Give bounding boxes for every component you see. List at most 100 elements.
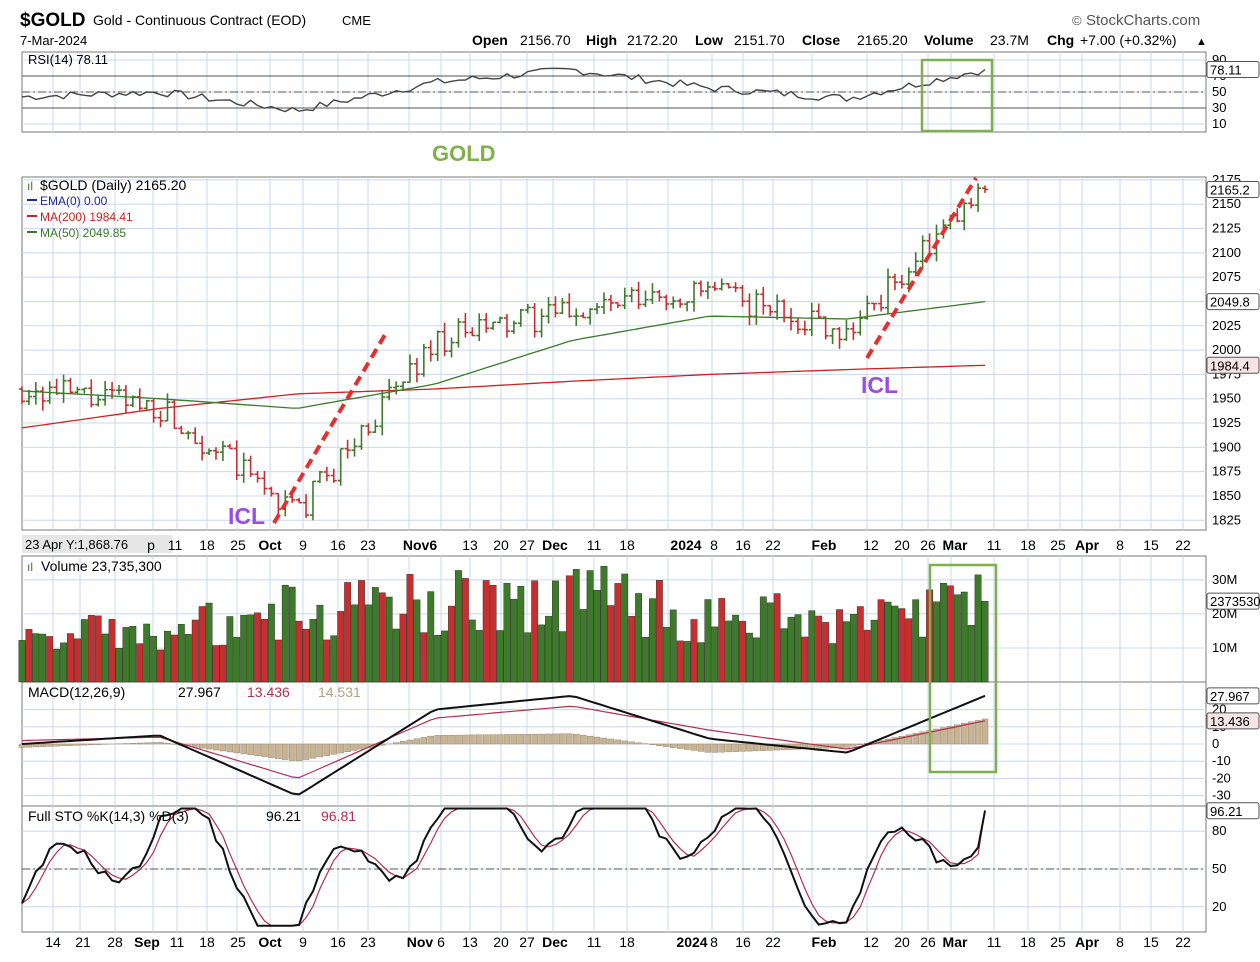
volume-bar (476, 630, 482, 682)
macd-histogram-bar (151, 743, 157, 744)
macd-histogram-bar (33, 744, 39, 747)
y-tick-label: 80 (1212, 823, 1226, 838)
y-tick-label: 2075 (1212, 269, 1241, 284)
date-tick: 26 (920, 537, 936, 553)
date-tick: 15 (1143, 934, 1159, 950)
date-tick: 20 (894, 537, 910, 553)
volume-bar (725, 621, 731, 682)
macd-histogram-bar (670, 744, 676, 748)
macd-histogram-bar (164, 743, 170, 744)
macd-histogram-bar (289, 744, 295, 761)
volume-bar (788, 617, 794, 682)
y-tick-label: 1950 (1212, 391, 1241, 406)
volume-bar (74, 639, 80, 682)
macd-histogram-bar (47, 744, 53, 746)
macd-histogram-bar (421, 737, 427, 744)
volume-bar (123, 627, 129, 682)
macd-histogram-bar (615, 740, 621, 744)
macd-histogram-bar (663, 744, 669, 747)
macd-histogram-bar (248, 744, 254, 755)
date-tick: 21 (75, 934, 91, 950)
volume-bar (47, 636, 53, 682)
volume-bar (365, 605, 371, 682)
date-tick: 20 (493, 934, 509, 950)
date-tick: 12 (863, 537, 879, 553)
date-tick: 23 (360, 537, 376, 553)
date-tick: 12 (863, 934, 879, 950)
date-tick: 11 (587, 537, 602, 553)
chg-value: +7.00 (+0.32%) (1080, 32, 1177, 48)
volume-bar (622, 574, 628, 682)
date-tick: 8 (710, 537, 718, 553)
date-tick: Mar (943, 934, 968, 950)
macd-histogram-bar (130, 743, 136, 744)
date-tick: Oct (258, 537, 282, 553)
date-tick: 18 (199, 934, 215, 950)
volume-bar (580, 609, 586, 682)
date-tick: 16 (330, 934, 346, 950)
y-tick-label: 2025 (1212, 318, 1241, 333)
y-tick-label: 2000 (1212, 342, 1241, 357)
macd-histogram-bar (255, 744, 261, 756)
open-value: 2156.70 (520, 32, 571, 48)
bar-chart-icon: ıl (27, 179, 33, 193)
volume-bar (137, 644, 143, 682)
macd-histogram-bar (726, 744, 732, 752)
volume-bar (351, 605, 357, 682)
macd-histogram-bar (753, 744, 759, 751)
y-tick-label: 50 (1212, 861, 1226, 876)
volume-bar (525, 633, 531, 682)
macd-histogram-bar (608, 739, 614, 744)
volume-bar (843, 622, 849, 682)
date-tick: 8 (1116, 537, 1124, 553)
macd-histogram-bar (539, 734, 545, 744)
macd-histogram-bar (698, 744, 704, 751)
volume-icon: ıl (27, 560, 33, 574)
volume-bar (816, 616, 822, 682)
volume-bar (102, 634, 108, 682)
volume-bar (282, 585, 288, 682)
volume-bar (899, 609, 905, 682)
date-tick: Dec (542, 537, 568, 553)
date-tick: 18 (619, 537, 635, 553)
exchange: CME (342, 13, 371, 28)
volume-bar (954, 595, 960, 682)
macd-histogram-bar (677, 744, 683, 749)
volume-bar (913, 600, 919, 682)
open-label: Open (472, 32, 508, 48)
macd-histogram-bar (449, 735, 455, 744)
macd-histogram-bar (393, 743, 399, 744)
volume-bar (227, 616, 233, 682)
macd-histogram-bar (532, 734, 538, 744)
volume-bar (760, 597, 766, 682)
volume-bar (185, 634, 191, 682)
macd-histogram-bar (345, 744, 351, 752)
high-label: High (586, 32, 617, 48)
volume-bar (171, 635, 177, 682)
volume-bar (88, 615, 94, 682)
volume-bar (379, 593, 385, 682)
chg-label: Chg (1047, 32, 1074, 48)
date-tick: 20 (493, 537, 509, 553)
macd-histogram-bar (414, 739, 420, 744)
volume-bar (40, 634, 46, 682)
macd-histogram-bar (511, 734, 517, 744)
macd-histogram-bar (546, 734, 552, 744)
date-tick: Nov6 (403, 537, 437, 553)
y-tick-label: -10 (1212, 753, 1231, 768)
date-tick: 9 (299, 537, 307, 553)
macd-histogram-bar (961, 723, 967, 744)
macd-histogram-bar (843, 744, 849, 747)
date-tick: 18 (1020, 934, 1036, 950)
last-value-label: 27.967 (1210, 689, 1250, 704)
volume-bar (712, 627, 718, 682)
ohlc-row: Open 2156.70 High 2172.20 Low 2151.70 Cl… (472, 32, 1207, 48)
volume-bar (552, 581, 558, 682)
volume-bar (60, 643, 66, 682)
y-tick-label: 1850 (1212, 488, 1241, 503)
volume-bar (240, 615, 246, 682)
high-value: 2172.20 (627, 32, 678, 48)
macd-value: 27.967 (178, 684, 221, 700)
